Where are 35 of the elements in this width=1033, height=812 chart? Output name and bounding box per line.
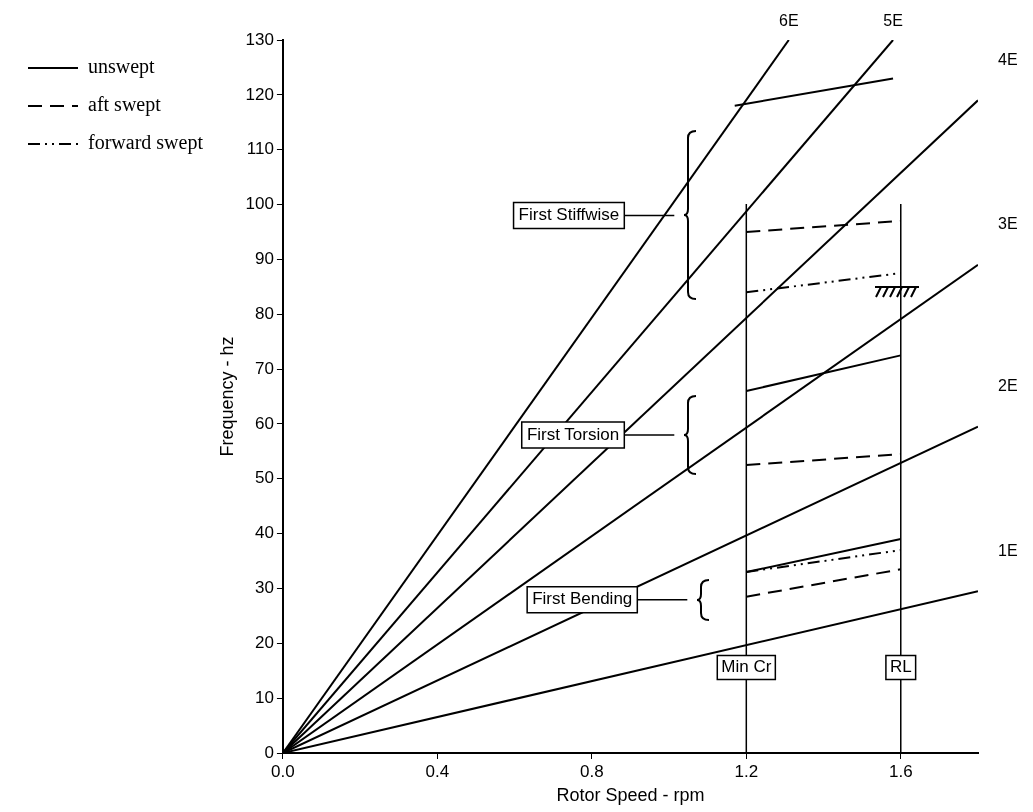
series-label: 5E [883,12,903,30]
annotation: First Torsion [526,424,620,444]
ref-line-label: RL [889,657,912,677]
text: 2E [998,377,1018,395]
legend-label: forward swept [88,131,204,155]
y-axis-title: Frequency - hz [216,336,237,457]
y-tick-label: 80 [255,303,274,323]
annotation: First Bending [532,589,633,609]
text: 4E [998,50,1018,68]
ref-line-label: Min Cr [721,657,772,677]
series-label: 6E [779,12,799,30]
y-tick-label: 50 [255,468,274,488]
y-tick-label: 60 [255,413,274,433]
x-axis-title: Rotor Speed - rpm [556,785,705,806]
x-tick-label: 1.2 [734,761,759,781]
y-tick-label: 130 [245,29,274,49]
y-tick-label: 20 [255,633,274,652]
y-tick-label: 120 [245,84,274,104]
y-tick-label: 100 [245,194,274,214]
text: 3E [998,215,1018,233]
legend-label: unswept [88,55,156,79]
x-tick-label: 0.0 [271,761,295,781]
annotation: First Stiffwise [518,205,620,225]
x-tick-label: 0.4 [425,761,450,781]
y-tick-label: 30 [255,578,274,598]
y-tick-label: 110 [246,139,274,159]
y-tick-label: 90 [255,249,274,269]
y-tick-label: 40 [255,523,274,543]
y-tick-label: 0 [264,742,274,762]
y-tick-label: 10 [255,687,274,707]
legend-label: aft swept [88,93,162,117]
x-tick-label: 1.6 [888,761,913,781]
text: 1E [998,541,1018,559]
x-tick-label: 0.8 [580,761,604,781]
y-tick-label: 70 [255,358,274,378]
